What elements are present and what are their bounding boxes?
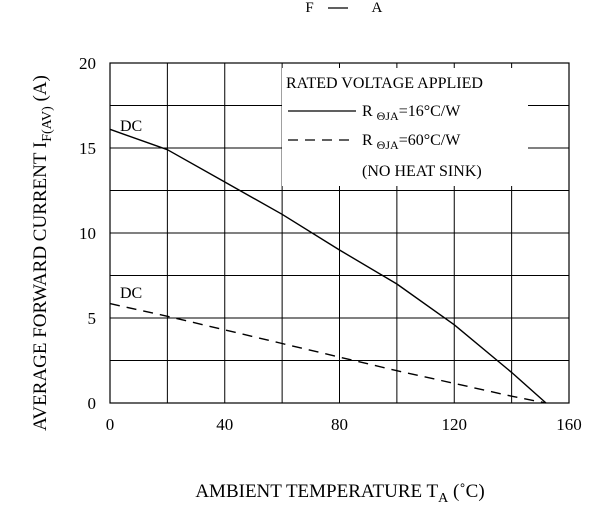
curve-label-dc-60: DC [120, 285, 142, 302]
x-tick-label: 120 [442, 415, 468, 434]
y-tick-label: 5 [88, 309, 97, 328]
legend-background [282, 68, 528, 186]
legend-note: (NO HEAT SINK) [362, 163, 482, 180]
series-line-solid [109, 128, 547, 404]
y-tick-label: 20 [79, 54, 96, 73]
y-tick-label: 10 [79, 224, 96, 243]
y-tick-label: 15 [79, 139, 96, 158]
series-lines [109, 128, 547, 404]
x-tick-label: 0 [106, 415, 115, 434]
legend-title: RATED VOLTAGE APPLIED [286, 75, 483, 92]
header-fragment-left: IF [298, 0, 314, 16]
legend-entry-16: R ΘJA=16°C/W [362, 103, 461, 123]
series-line-dashed [109, 302, 547, 404]
curve-label-dc-16: DC [120, 118, 142, 135]
tick-labels: 0 40 80 120 160 0 5 10 15 20 [79, 54, 582, 434]
plot-frame [109, 62, 570, 404]
x-tick-label: 80 [331, 415, 348, 434]
y-tick-label: 0 [88, 394, 97, 413]
x-tick-label: 40 [216, 415, 233, 434]
y-axis-title: AVERAGE FORWARD CURRENT IF(AV) (A) [30, 75, 55, 431]
legend-entry-60: R ΘJA=60°C/W [362, 132, 461, 152]
x-axis-title: AMBIENT TEMPERATURE TA (˚C) [195, 481, 484, 506]
header-fragment-right: TA [358, 0, 382, 16]
x-tick-label: 160 [556, 415, 582, 434]
